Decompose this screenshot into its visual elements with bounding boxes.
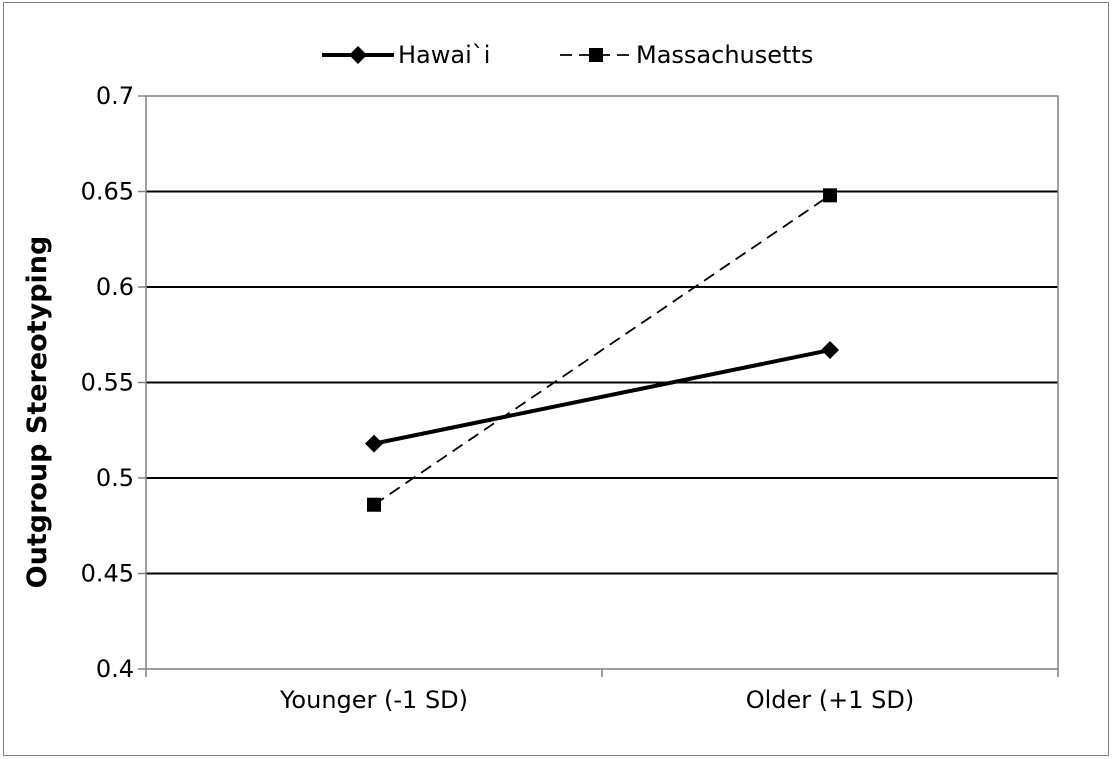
series-line-1 [373,194,831,506]
grid-layer [146,190,1058,575]
y-axis-label: Outgroup Stereotyping [22,236,53,589]
y-tick-label-1: 0.45 [81,560,134,588]
legend-marker-1 [589,48,603,62]
legend-marker-0 [349,46,367,64]
y-tick-label-6: 0.7 [96,82,134,110]
y-tick-label-3: 0.55 [81,369,134,397]
y-tick-label-0: 0.4 [96,655,134,683]
series-line-0 [373,348,831,446]
legend: Hawai`i Massachusetts [322,41,813,69]
legend-label-1: Massachusetts [636,41,813,69]
series-1-point-0 [367,497,381,512]
y-tick-label-5: 0.65 [81,178,134,206]
series-layer [365,188,839,512]
series-0-point-0 [365,434,383,453]
y-tick-label-4: 0.6 [96,273,134,301]
y-tick-label-2: 0.5 [96,464,134,492]
series-0-point-1 [821,341,839,360]
x-tick-label-1: Older (+1 SD) [746,686,915,714]
legend-label-0: Hawai`i [398,41,490,69]
axes-layer: 0.4 0.45 0.5 0.55 0.6 0.65 0.7 Younger (-1 SD) O… [81,82,1059,714]
x-tick-label-0: Younger (-1 SD) [279,686,468,714]
chart-frame [3,2,1109,756]
series-1-point-1 [823,188,837,203]
